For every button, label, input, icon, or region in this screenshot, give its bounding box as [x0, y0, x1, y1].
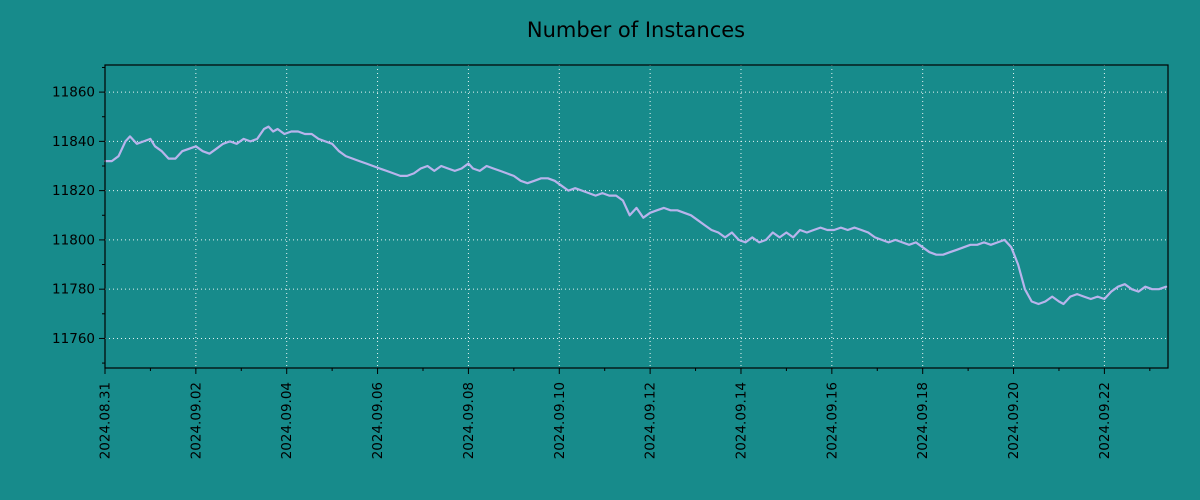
chart-title: Number of Instances — [527, 18, 745, 42]
y-tick-label: 11760 — [52, 331, 95, 347]
x-tick-label: 2024.09.02 — [188, 382, 204, 459]
plot-border — [104, 64, 1169, 369]
series-layer — [103, 125, 1168, 306]
x-tick-label: 2024.09.22 — [1097, 382, 1113, 459]
y-tick-label: 11780 — [52, 282, 95, 298]
y-tick-label: 11860 — [52, 85, 95, 101]
x-tick-label: 2024.09.14 — [733, 382, 749, 459]
y-tick-label: 11820 — [52, 183, 95, 199]
x-tick-label: 2024.09.12 — [643, 382, 659, 459]
grid-layer — [104, 65, 1168, 368]
data-line-instances — [103, 125, 1168, 306]
x-tick-label: 2024.09.16 — [824, 382, 840, 459]
ticks-layer: 11760 11780 11800 11820 11840 11860 2024.08.31… — [52, 66, 1151, 459]
x-tick-label: 2024.09.18 — [915, 382, 931, 459]
y-tick-label: 11800 — [52, 232, 95, 248]
x-tick-label: 2024.08.31 — [98, 382, 114, 459]
x-tick-label: 2024.09.06 — [370, 382, 386, 459]
x-tick-label: 2024.09.10 — [552, 382, 568, 459]
axes-layer — [104, 64, 1169, 369]
x-tick-label: 2024.09.20 — [1006, 382, 1022, 459]
x-tick-label: 2024.09.08 — [461, 382, 477, 459]
x-tick-label: 2024.09.04 — [279, 382, 295, 459]
y-tick-label: 11840 — [52, 134, 95, 150]
